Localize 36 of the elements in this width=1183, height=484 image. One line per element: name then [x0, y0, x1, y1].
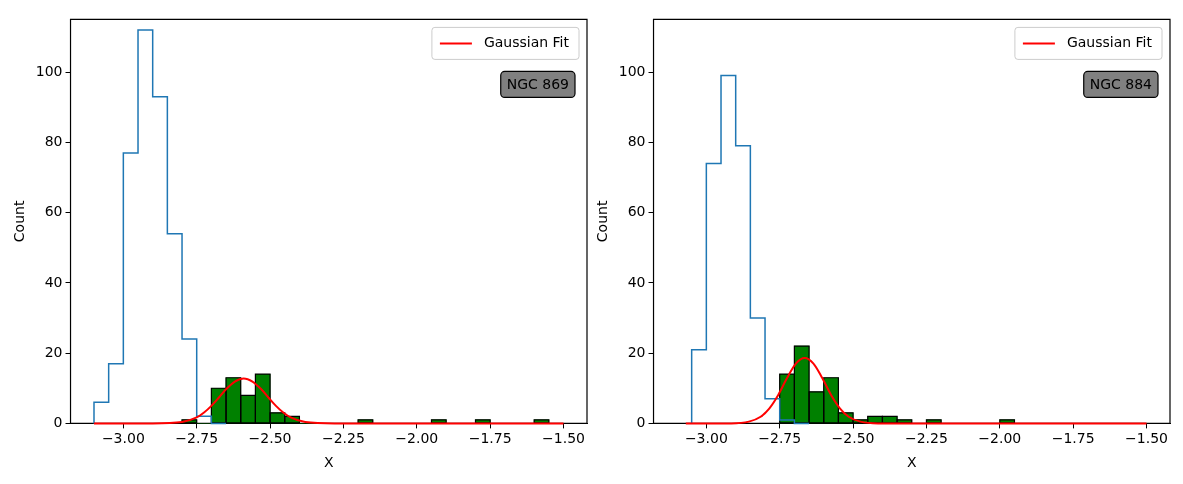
- y-tick-label: 80: [627, 133, 646, 149]
- y-tick-label: 20: [627, 343, 646, 360]
- x-tick-label: −3.00: [101, 430, 145, 447]
- y-tick-label: 40: [627, 273, 646, 290]
- y-tick-label: 0: [636, 414, 646, 431]
- x-tick-label: −2.50: [248, 430, 292, 447]
- x-tick-label: −3.00: [684, 430, 728, 447]
- annotation: NGC 884: [1089, 76, 1153, 93]
- x-axis-title: X: [906, 454, 917, 471]
- x-tick-label: −2.25: [904, 430, 948, 447]
- x-tick-label: −2.00: [395, 430, 439, 447]
- y-tick-label: 40: [44, 273, 63, 290]
- x-tick-label: −2.50: [831, 430, 875, 447]
- line-series: [684, 357, 1148, 425]
- x-tick-label: −2.75: [758, 430, 802, 447]
- legend-label: Gaussian Fit: [1066, 34, 1153, 51]
- y-tick-label: 60: [44, 203, 63, 220]
- x-axis-title: X: [323, 454, 334, 471]
- y-tick-label: 100: [618, 62, 646, 79]
- x-tick-label: −1.50: [542, 430, 585, 447]
- x-tick-label: −1.75: [468, 430, 512, 447]
- y-axis-title: Count: [11, 200, 28, 243]
- y-tick-label: 0: [53, 414, 63, 431]
- x-tick-label: −1.50: [1125, 430, 1168, 447]
- line-series: [93, 377, 565, 425]
- x-tick-label: −2.00: [978, 430, 1022, 447]
- x-tick-label: −2.25: [321, 430, 365, 447]
- annotation: NGC 869: [506, 76, 570, 93]
- y-tick-label: 20: [44, 343, 63, 360]
- y-tick-label: 100: [35, 62, 63, 79]
- x-tick-label: −2.75: [175, 430, 219, 447]
- legend-label: Gaussian Fit: [483, 34, 570, 51]
- y-axis-title: Count: [594, 200, 611, 243]
- y-tick-label: 80: [44, 133, 63, 149]
- x-tick-label: −1.75: [1051, 430, 1095, 447]
- y-tick-label: 60: [627, 203, 646, 220]
